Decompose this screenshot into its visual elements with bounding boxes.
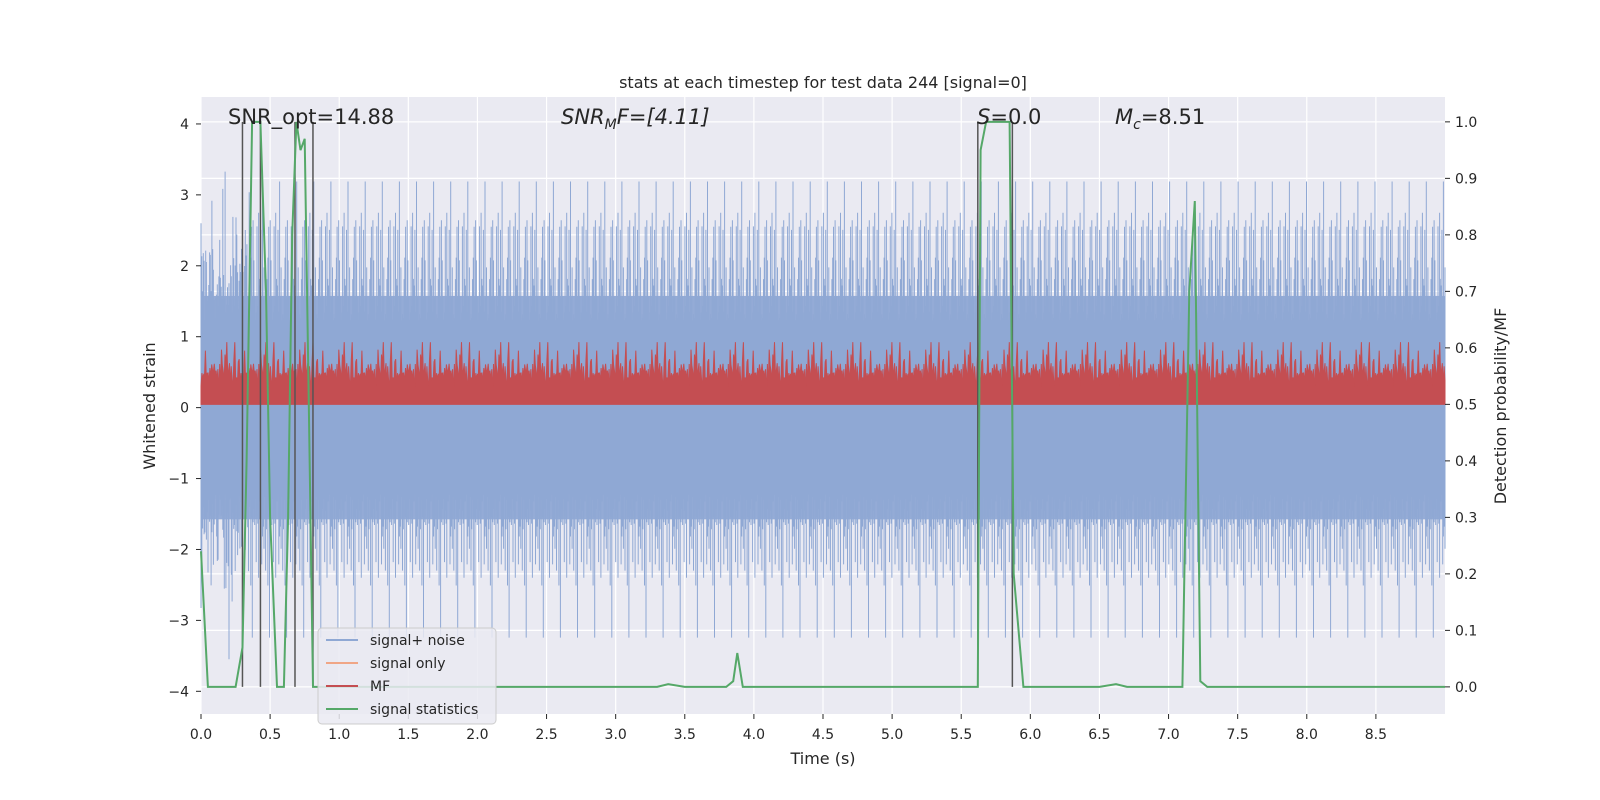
y-right-tick-label: 0.2 (1455, 567, 1477, 583)
y-left-axis-ticks: 4 3 2 1 0 −1 −2 −3 −4 (168, 117, 201, 700)
y-left-axis-label: Whitened strain (140, 342, 159, 469)
annotation-snr-opt: SNR_opt=14.88 (228, 105, 394, 130)
y-right-axis-ticks: 1.0 0.9 0.8 0.7 0.6 0.5 0.4 0.3 0.2 0.1 0.0 (1445, 115, 1477, 696)
annotation-mc-main: M (1115, 105, 1133, 129)
y-right-tick-label: 0.8 (1455, 228, 1477, 244)
x-tick-label: 3.5 (674, 727, 696, 743)
x-tick-label: 4.0 (743, 727, 765, 743)
y-left-tick-label: 0 (180, 401, 189, 417)
x-axis-ticks: 0.0 0.5 1.0 1.5 2.0 2.5 3.0 3.5 4.0 4.5 5.0 5.5 6.0 6… (190, 714, 1387, 743)
y-left-tick-label: −1 (168, 472, 189, 488)
x-tick-label: 1.0 (328, 727, 350, 743)
legend-label-mf: MF (370, 679, 390, 695)
x-tick-label: 2.5 (535, 727, 557, 743)
legend-box (317, 627, 497, 725)
y-left-tick-label: 1 (180, 330, 189, 346)
annotation-s-main: S (977, 105, 990, 129)
chart-title: stats at each timestep for test data 244… (619, 73, 1027, 92)
mf-series (200, 342, 1446, 405)
y-right-tick-label: 0.3 (1455, 510, 1477, 526)
legend: signal+ noise signal only MF signal stat… (317, 627, 497, 725)
annotation-snr-mf: SNRMF=[4.11] (561, 105, 710, 133)
x-tick-label: 8.0 (1296, 727, 1318, 743)
x-tick-label: 7.0 (1157, 727, 1179, 743)
annotation-mc-rest: =8.51 (1141, 105, 1205, 129)
y-left-tick-label: 3 (180, 188, 189, 204)
x-tick-label: 7.5 (1227, 727, 1249, 743)
y-right-tick-label: 0.0 (1455, 680, 1477, 696)
annotation-s-rest: =0.0 (990, 105, 1041, 129)
x-tick-label: 2.0 (466, 727, 488, 743)
y-right-tick-label: 1.0 (1455, 115, 1477, 131)
legend-label-signal-only: signal only (370, 656, 445, 672)
x-tick-label: 3.0 (605, 727, 627, 743)
y-right-tick-label: 0.6 (1455, 341, 1477, 357)
x-tick-label: 6.5 (1088, 727, 1110, 743)
y-left-tick-label: −2 (168, 542, 189, 558)
annotation-mc-sub: c (1133, 117, 1141, 133)
x-tick-label: 0.0 (190, 727, 212, 743)
y-right-tick-label: 0.9 (1455, 171, 1477, 187)
legend-label-signal-noise: signal+ noise (370, 633, 465, 649)
x-tick-label: 4.5 (812, 727, 834, 743)
y-right-axis-label: Detection probability/MF (1491, 308, 1510, 505)
x-tick-label: 0.5 (259, 727, 281, 743)
annotation-snr-mf-rest: F=[4.11] (617, 105, 710, 129)
y-right-tick-label: 0.4 (1455, 454, 1477, 470)
x-tick-label: 5.5 (950, 727, 972, 743)
x-tick-label: 5.0 (881, 727, 903, 743)
annotation-s: S=0.0 (977, 105, 1041, 129)
signal-noise-series (200, 171, 1446, 660)
y-left-tick-label: −3 (168, 613, 189, 629)
annotation-mc: Mc=8.51 (1115, 105, 1205, 133)
x-tick-label: 1.5 (397, 727, 419, 743)
signal-statistics-line (200, 120, 1445, 688)
annotation-snr-mf-main: SNR (561, 105, 605, 129)
x-tick-label: 8.5 (1365, 727, 1387, 743)
y-right-tick-label: 0.7 (1455, 284, 1477, 300)
x-axis-label: Time (s) (789, 749, 855, 768)
y-left-tick-label: 2 (180, 259, 189, 275)
y-right-tick-label: 0.1 (1455, 623, 1477, 639)
y-right-tick-label: 0.5 (1455, 397, 1477, 413)
annotation-snr-mf-sub: M (605, 117, 617, 133)
x-tick-label: 6.0 (1019, 727, 1041, 743)
mf-trace (200, 342, 1446, 405)
legend-label-signal-statistics: signal statistics (370, 702, 478, 718)
y-left-tick-label: −4 (168, 684, 189, 700)
y-left-tick-label: 4 (180, 117, 189, 133)
